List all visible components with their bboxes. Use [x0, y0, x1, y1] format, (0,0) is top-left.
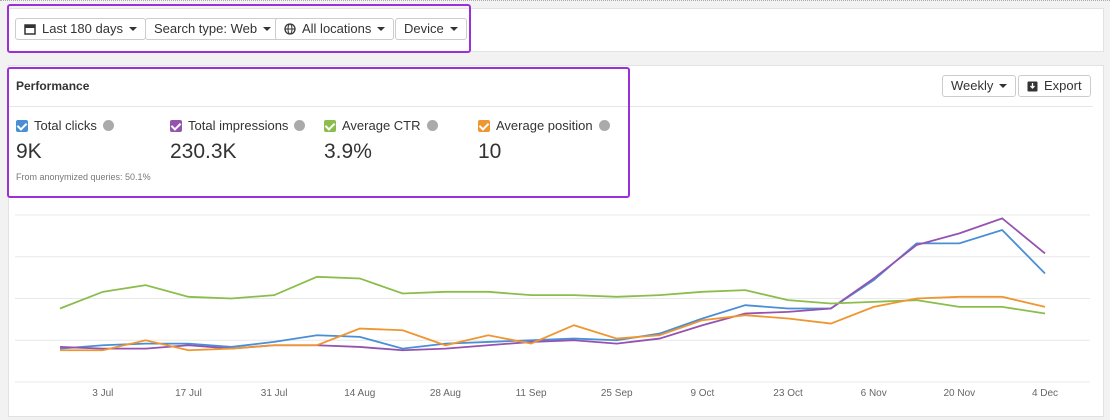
metric: Total impressions 230.3K: [170, 118, 306, 164]
checkbox: [170, 119, 182, 132]
metric-label: Total clicks: [16, 118, 114, 133]
filter-bar: Last 180 days Search type: Web All locat…: [8, 8, 1104, 52]
note: From anonymized queries: 50.1%: [16, 172, 151, 182]
checkbox: [478, 119, 490, 132]
help-icon: [598, 120, 610, 131]
export-button[interactable]: Export: [1018, 75, 1091, 97]
checkbox: [16, 119, 28, 132]
help-icon: [294, 120, 306, 131]
top-border: [0, 0, 1110, 1]
metric-name: Total clicks: [34, 118, 97, 133]
search-type-filter[interactable]: Search type: Web: [145, 18, 281, 40]
button-label: Weekly: [951, 78, 994, 93]
metric-name: Total impressions: [188, 118, 289, 133]
filter-label: Last 180 days: [42, 21, 123, 36]
button-label: Export: [1044, 78, 1082, 93]
performance-card: Performance Weekly Export Total clicks 9K…: [8, 65, 1104, 417]
device-filter[interactable]: Device: [395, 18, 467, 40]
export-icon: [1027, 81, 1038, 91]
filter-label: Device: [404, 21, 444, 36]
location-filter[interactable]: All locations: [275, 18, 395, 40]
date-filter[interactable]: Last 180 days: [15, 18, 146, 40]
metric-label: Average position: [478, 118, 610, 133]
metric-label: Average CTR: [324, 118, 438, 133]
filter-label: All locations: [302, 21, 372, 36]
help-icon: [426, 120, 438, 131]
metric-label: Total impressions: [170, 118, 306, 133]
checkbox: [324, 119, 336, 132]
metric-value: 9K: [16, 140, 42, 163]
globe-icon: [284, 23, 296, 35]
filter-label: Search type: Web: [154, 21, 258, 36]
metric-name: Average position: [496, 118, 593, 133]
metric-value: 10: [478, 140, 502, 163]
metric-value: 230.3K: [170, 140, 237, 163]
metric: Average CTR 3.9%: [324, 118, 438, 164]
section-title: Performance: [16, 79, 90, 93]
calendar-icon: [24, 24, 36, 35]
divider: [9, 106, 1093, 107]
metric: Total clicks 9K: [16, 118, 114, 164]
interval-button[interactable]: Weekly: [942, 75, 1017, 97]
metric-name: Average CTR: [342, 118, 421, 133]
metric: Average position 10: [478, 118, 610, 164]
metric-value: 3.9%: [324, 140, 372, 163]
help-icon: [102, 120, 114, 131]
